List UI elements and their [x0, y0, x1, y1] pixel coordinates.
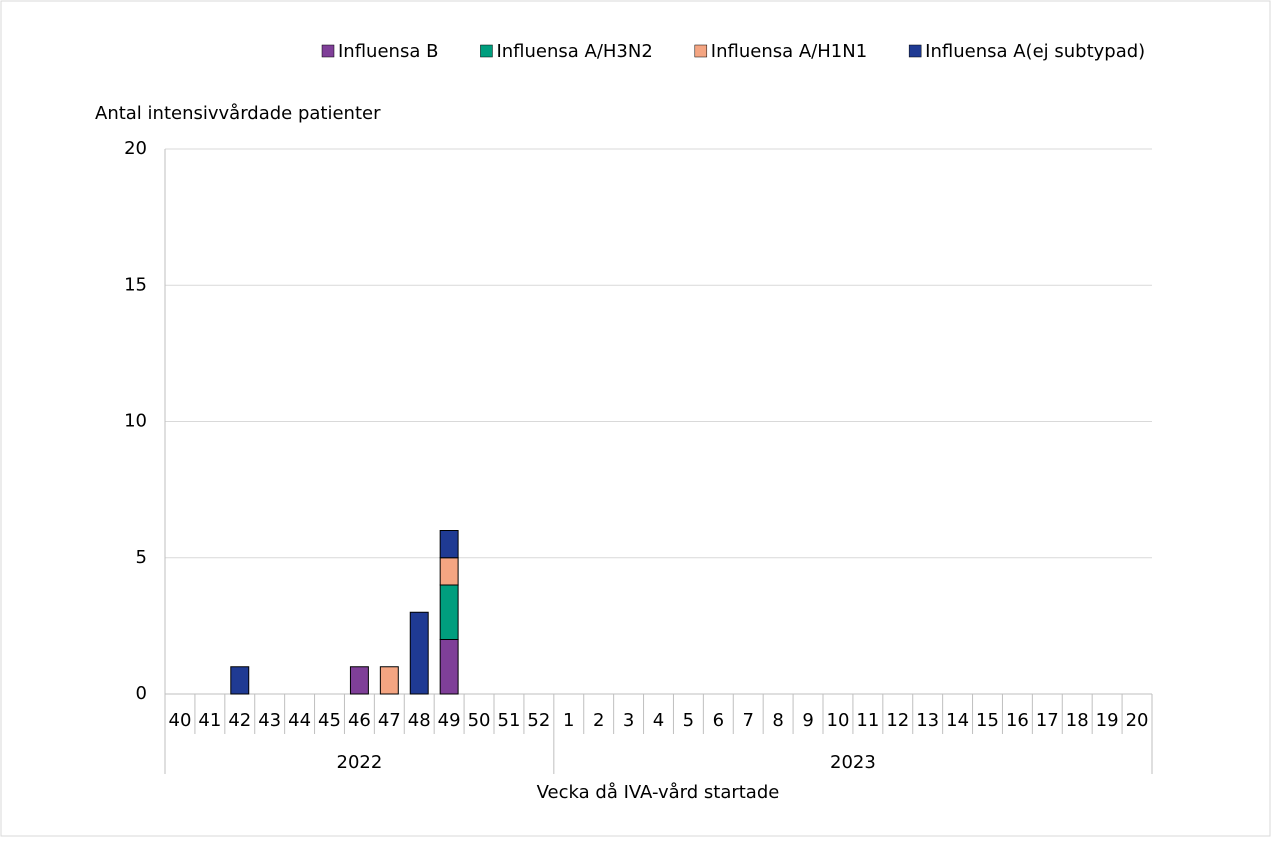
x-tick-label: 43 [258, 710, 281, 731]
y-tick-label: 15 [124, 274, 147, 295]
x-tick-label: 10 [827, 710, 850, 731]
x-tick-label: 45 [318, 710, 341, 731]
legend-swatch [908, 44, 922, 58]
x-tick-label: 8 [772, 710, 783, 731]
bar-segment [379, 666, 399, 695]
x-tick-label: 44 [288, 710, 311, 731]
x-tick-label: 40 [169, 710, 192, 731]
x-tick-label: 7 [743, 710, 754, 731]
x-tick-label: 14 [946, 710, 969, 731]
legend-swatch [321, 44, 335, 58]
x-tick-label: 19 [1096, 710, 1119, 731]
x-tick-label: 1 [563, 710, 574, 731]
x-tick-label: 51 [498, 710, 521, 731]
x-tick-label: 48 [408, 710, 431, 731]
x-tick-label: 2 [593, 710, 604, 731]
x-tick-label: 6 [713, 710, 724, 731]
x-tick-label: 20 [1126, 710, 1149, 731]
x-tick-label: 13 [916, 710, 939, 731]
bar-segment [349, 666, 369, 695]
x-tick-label: 42 [228, 710, 251, 731]
x-tick-label: 47 [378, 710, 401, 731]
y-tick-label: 10 [124, 411, 147, 432]
legend-label: Influensa A/H1N1 [711, 41, 867, 62]
legend-label: Influensa A(ej subtypad) [925, 41, 1145, 62]
x-tick-label: 9 [802, 710, 813, 731]
x-tick-label: 18 [1066, 710, 1089, 731]
x-tick-label: 52 [527, 710, 550, 731]
bar-segment [439, 584, 459, 640]
x-tick-label: 16 [1006, 710, 1029, 731]
x-tick-label: 5 [683, 710, 694, 731]
x-tick-label: 11 [856, 710, 879, 731]
y-axis-title: Antal intensivvårdade patienter [95, 103, 381, 124]
x-tick-label: 17 [1036, 710, 1059, 731]
x-tick-label: 15 [976, 710, 999, 731]
legend-swatch [694, 44, 708, 58]
group-label: 2023 [830, 752, 876, 773]
legend-label: Influensa A/H3N2 [496, 41, 652, 62]
x-tick-label: 12 [886, 710, 909, 731]
y-tick-label: 5 [136, 547, 147, 568]
bar-segment [439, 557, 459, 586]
legend-label: Influensa B [338, 41, 438, 62]
bar-segment [230, 666, 250, 695]
x-tick-label: 4 [653, 710, 664, 731]
y-tick-label: 0 [136, 683, 147, 704]
bar-segment [409, 611, 429, 695]
y-tick-label: 20 [124, 138, 147, 159]
x-tick-label: 3 [623, 710, 634, 731]
x-tick-label: 50 [468, 710, 491, 731]
bar-segment [439, 639, 459, 695]
group-label: 2022 [337, 752, 383, 773]
x-axis-title: Vecka då IVA-vård startade [537, 782, 780, 803]
x-tick-label: 46 [348, 710, 371, 731]
x-tick-label: 41 [198, 710, 221, 731]
bar-segment [439, 530, 459, 559]
legend-swatch [480, 44, 493, 58]
x-tick-label: 49 [438, 710, 461, 731]
